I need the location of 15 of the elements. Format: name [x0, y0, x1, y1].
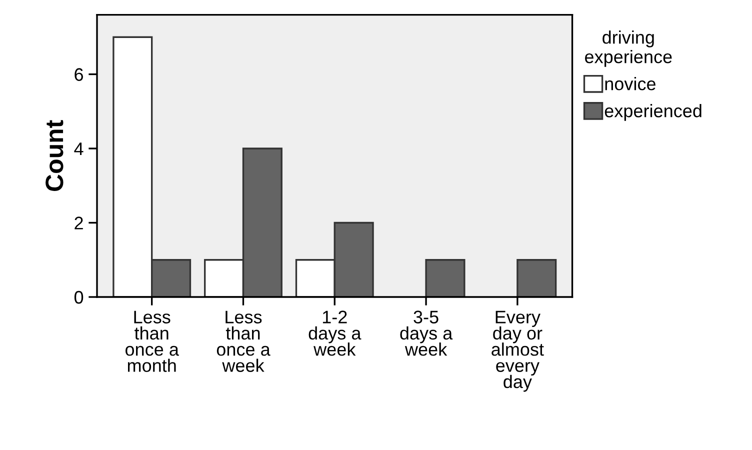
y-axis-title: Count [46, 120, 64, 191]
legend-label: experienced [604, 104, 702, 121]
x-tick-label: 3-5 days a week [400, 310, 453, 356]
y-tick-label: 0 [74, 290, 84, 304]
y-tick-label: 2 [74, 216, 83, 230]
y-tick-label: 4 [74, 142, 84, 156]
x-tick-label: Less than once a month [126, 310, 179, 372]
y-tick-label: 6 [74, 68, 84, 81]
x-tick-label: Less than once a week [216, 310, 270, 372]
bar [516, 259, 557, 297]
x-tick-label: Every day or almost every day [492, 310, 544, 392]
bar [425, 259, 466, 297]
x-tick-label: 1-2 days a week [308, 310, 362, 356]
legend-label: novice [605, 77, 656, 90]
legend-title: driving experience [585, 30, 672, 67]
